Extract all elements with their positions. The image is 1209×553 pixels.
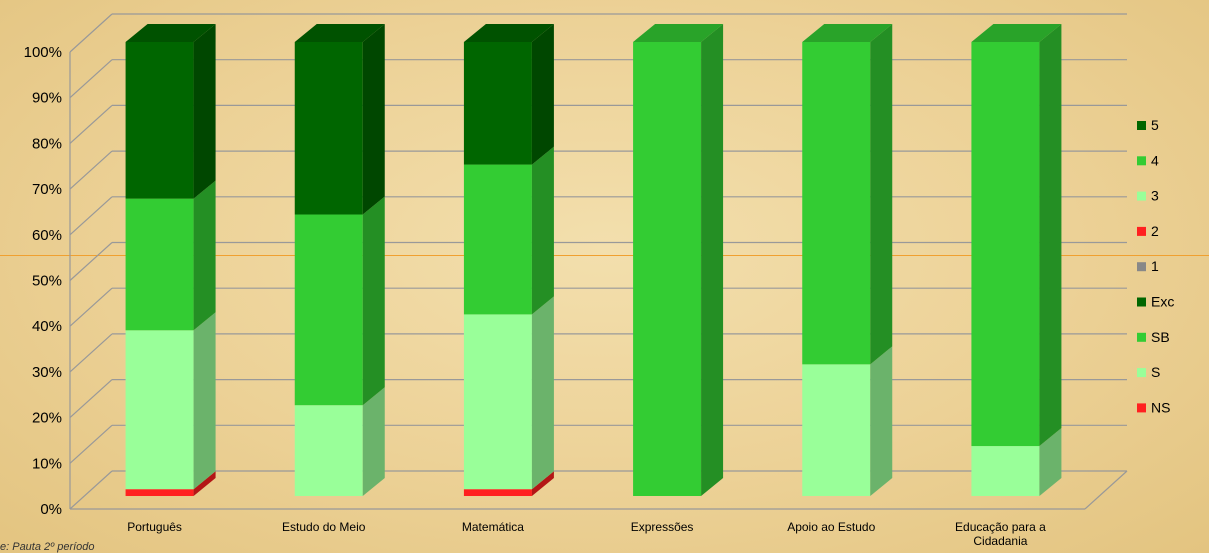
x-tick-label: Educação para a <box>955 520 1046 534</box>
bar-segment-side <box>870 346 893 496</box>
chart-bars <box>125 24 1062 496</box>
bar-segment-front <box>463 489 532 496</box>
bar-segment-side <box>531 24 554 165</box>
gridline-perspective <box>69 333 113 373</box>
bar-segment-top <box>125 24 216 42</box>
legend-label: 5 <box>1151 117 1159 133</box>
y-tick-label: 0% <box>40 501 62 518</box>
bar-segment-front <box>802 42 871 365</box>
bar-segment-front <box>971 446 1040 496</box>
bar-segment-side <box>193 180 216 331</box>
legend-label: 3 <box>1151 188 1159 204</box>
bar-segment-front <box>294 42 363 215</box>
bar-segment-side <box>531 146 554 315</box>
legend-swatch <box>1137 191 1146 201</box>
bar-segment-front <box>125 330 194 490</box>
bar-segment-front <box>463 164 532 315</box>
y-tick-label: 90% <box>32 90 62 107</box>
bar-segment-side <box>362 24 385 215</box>
bar-segment-front <box>125 42 194 199</box>
y-tick-label: 20% <box>32 410 62 427</box>
chart-axes: 0% 10% 20% 30% 40% 50% 60% 70% 80% 90% 100% Portugu… <box>24 44 1046 548</box>
chart-legend: 5 4 3 2 1 Exc SB S NS <box>1137 117 1174 415</box>
x-tick-label: Apoio ao Estudo <box>787 520 875 534</box>
y-tick-label: 60% <box>32 227 62 244</box>
bar-segment-front <box>294 214 363 406</box>
legend-label: Exc <box>1151 294 1174 310</box>
legend-swatch <box>1137 121 1146 130</box>
bar-segment-top <box>463 24 554 42</box>
y-tick-label: 70% <box>32 181 62 198</box>
bar-segment-side <box>701 24 724 496</box>
legend-swatch <box>1137 262 1146 272</box>
bar-segment-side <box>193 24 216 199</box>
gridline-perspective <box>69 424 113 464</box>
floor-side-edge <box>1084 470 1128 510</box>
bar-segment-top <box>971 24 1062 42</box>
bar-segment-front <box>802 364 871 496</box>
legend-swatch <box>1137 403 1146 413</box>
legend-label: SB <box>1151 329 1170 345</box>
legend-swatch <box>1137 368 1146 378</box>
legend-label: S <box>1151 364 1160 380</box>
legend-label: NS <box>1151 399 1170 415</box>
legend-swatch <box>1137 332 1146 342</box>
bar-segment-side <box>362 387 385 496</box>
highlight-line <box>0 255 1209 256</box>
legend-label: 4 <box>1151 152 1159 168</box>
legend-swatch <box>1137 156 1146 166</box>
bar-segment-side <box>870 24 893 365</box>
bar-segment-side <box>1039 24 1062 447</box>
x-tick-label: Estudo do Meio <box>282 520 366 534</box>
legend-label: 2 <box>1151 223 1159 239</box>
gridline-perspective <box>69 470 113 510</box>
bar-segment-front <box>633 42 702 496</box>
bar-segment-top <box>802 24 893 42</box>
bar-segment-front <box>463 42 532 165</box>
legend-swatch <box>1137 226 1146 236</box>
x-tick-label: Matemática <box>462 520 524 534</box>
gridline-perspective <box>69 379 113 419</box>
gridline-perspective <box>69 196 113 236</box>
x-tick-label: Cidadania <box>973 534 1027 548</box>
gridline-perspective <box>69 104 113 144</box>
gridline-perspective <box>69 13 113 53</box>
y-tick-label: 30% <box>32 364 62 381</box>
gridline-perspective <box>69 150 113 190</box>
bar-segment-side <box>193 312 216 490</box>
source-note: e: Pauta 2º período <box>0 541 95 553</box>
y-tick-label: 10% <box>32 455 62 472</box>
bar-segment-front <box>125 489 194 496</box>
gridline-perspective <box>69 287 113 327</box>
y-tick-label: 50% <box>32 273 62 290</box>
bar-segment-front <box>971 42 1040 447</box>
bar-segment-front <box>125 198 194 331</box>
bar-segment-side <box>193 471 216 496</box>
legend-swatch <box>1137 297 1146 307</box>
bar-segment-side <box>531 296 554 490</box>
x-tick-label: Português <box>127 520 182 534</box>
legend-label: 1 <box>1151 258 1159 274</box>
gridline-perspective <box>69 242 113 281</box>
bar-segment-front <box>294 405 363 496</box>
bar-segment-top <box>633 24 724 42</box>
bar-segment-side <box>531 471 554 496</box>
y-tick-label: 40% <box>32 318 62 335</box>
x-tick-label: Expressões <box>631 520 694 534</box>
gridline-perspective <box>69 59 113 99</box>
bar-segment-side <box>1039 428 1062 496</box>
bar-segment-top <box>294 24 385 42</box>
bar-segment-front <box>463 314 532 490</box>
y-tick-label: 100% <box>24 44 62 61</box>
chart-grid <box>69 13 1128 510</box>
bar-segment-side <box>362 196 385 406</box>
y-tick-label: 80% <box>32 135 62 152</box>
